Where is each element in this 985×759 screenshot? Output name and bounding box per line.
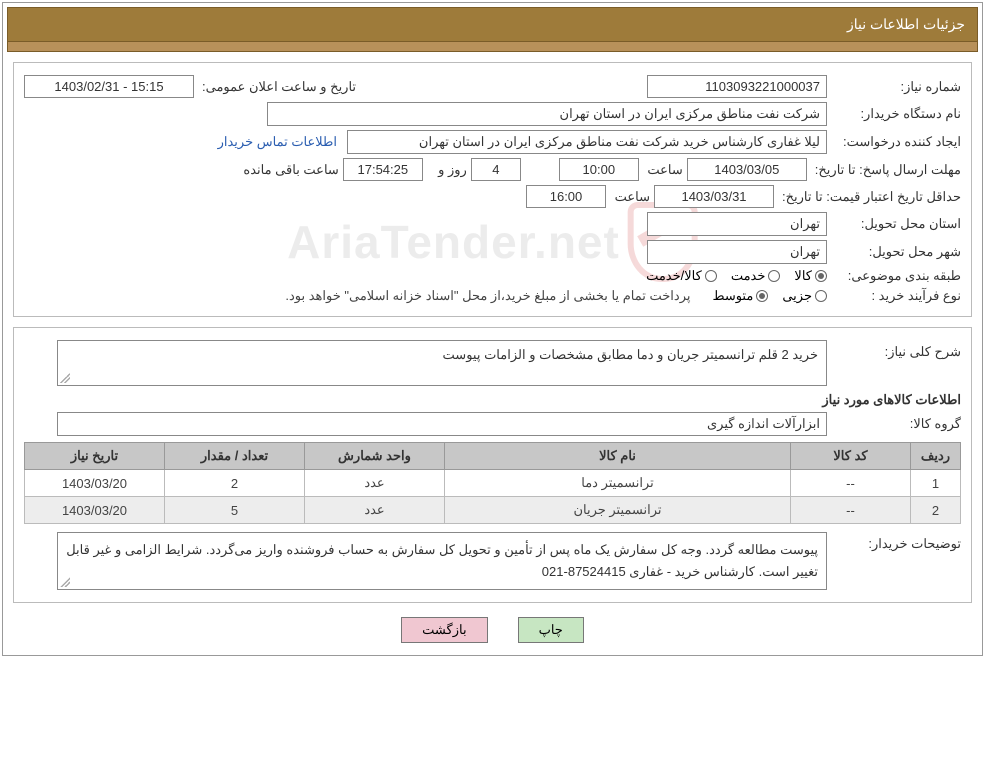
radio-goods-service[interactable]: کالا/خدمت <box>646 268 717 284</box>
table-header-row: ردیف کد کالا نام کالا واحد شمارش تعداد /… <box>25 443 961 470</box>
col-unit: واحد شمارش <box>305 443 445 470</box>
summary-text: خرید 2 قلم ترانسمیتر جریان و دما مطابق م… <box>443 347 818 362</box>
need-no-field: 1103093221000037 <box>647 75 827 98</box>
province-field: تهران <box>647 212 827 236</box>
page-title: جزئیات اطلاعات نیاز <box>847 16 965 32</box>
row-need-no: شماره نیاز: 1103093221000037 تاریخ و ساع… <box>24 75 961 98</box>
row-city: شهر محل تحویل: تهران <box>24 240 961 264</box>
deadline-label: مهلت ارسال پاسخ: تا تاریخ: <box>811 162 961 178</box>
validity-date-field: 1403/03/31 <box>654 185 774 208</box>
table-row: 1 -- ترانسمیتر دما عدد 2 1403/03/20 <box>25 470 961 497</box>
cell: ترانسمیتر دما <box>445 470 791 497</box>
group-label: گروه کالا: <box>831 416 961 432</box>
deadline-time-field: 10:00 <box>559 158 639 181</box>
process-label: نوع فرآیند خرید : <box>831 288 961 304</box>
hour-label-2: ساعت <box>610 189 650 205</box>
requester-label: ایجاد کننده درخواست: <box>831 134 961 150</box>
cell: 2 <box>911 497 961 524</box>
row-deadline: مهلت ارسال پاسخ: تا تاریخ: 1403/03/05 سا… <box>24 158 961 181</box>
radio-service[interactable]: خدمت <box>731 268 781 284</box>
radio-medium[interactable]: متوسط <box>712 288 768 304</box>
radio-icon <box>705 270 717 282</box>
deadline-date-field: 1403/03/05 <box>687 158 807 181</box>
buyer-org-label: نام دستگاه خریدار: <box>831 106 961 122</box>
radio-goods[interactable]: کالا <box>794 268 827 284</box>
cell: 2 <box>165 470 305 497</box>
requester-field: لیلا غفاری کارشناس خرید شرکت نفت مناطق م… <box>347 130 827 154</box>
table-row: 2 -- ترانسمیتر جریان عدد 5 1403/03/20 <box>25 497 961 524</box>
process-radios: جزیی متوسط <box>712 288 827 304</box>
group-field: ابزارآلات اندازه گیری <box>57 412 827 436</box>
col-qty: تعداد / مقدار <box>165 443 305 470</box>
cell: ترانسمیتر جریان <box>445 497 791 524</box>
radio-icon <box>768 270 780 282</box>
row-summary: شرح کلی نیاز: خرید 2 قلم ترانسمیتر جریان… <box>24 340 961 386</box>
detail-panel: شرح کلی نیاز: خرید 2 قلم ترانسمیتر جریان… <box>13 327 972 603</box>
items-table: ردیف کد کالا نام کالا واحد شمارش تعداد /… <box>24 442 961 524</box>
info-panel: شماره نیاز: 1103093221000037 تاریخ و ساع… <box>13 62 972 317</box>
summary-field: خرید 2 قلم ترانسمیتر جریان و دما مطابق م… <box>57 340 827 386</box>
validity-label: حداقل تاریخ اعتبار قیمت: تا تاریخ: <box>778 189 961 205</box>
row-requester: ایجاد کننده درخواست: لیلا غفاری کارشناس … <box>24 130 961 154</box>
radio-service-label: خدمت <box>731 268 766 284</box>
col-need-date: تاریخ نیاز <box>25 443 165 470</box>
back-button[interactable]: بازگشت <box>401 617 487 643</box>
cell: عدد <box>305 470 445 497</box>
button-row: چاپ بازگشت <box>7 617 978 643</box>
resize-handle-icon[interactable] <box>60 373 70 383</box>
row-buyer-org: نام دستگاه خریدار: شرکت نفت مناطق مرکزی … <box>24 102 961 126</box>
cell: -- <box>791 497 911 524</box>
need-no-label: شماره نیاز: <box>831 79 961 95</box>
items-heading: اطلاعات کالاهای مورد نیاز <box>24 392 961 408</box>
row-process: نوع فرآیند خرید : جزیی متوسط پرداخت تمام… <box>24 288 961 304</box>
time-remaining-field: 17:54:25 <box>343 158 423 181</box>
buyer-notes-field: پیوست مطالعه گردد. وجه کل سفارش یک ماه پ… <box>57 532 827 590</box>
cell: -- <box>791 470 911 497</box>
buyer-contact-link[interactable]: اطلاعات تماس خریدار <box>218 134 337 150</box>
buyer-org-field: شرکت نفت مناطق مرکزی ایران در استان تهرا… <box>267 102 827 126</box>
radio-medium-label: متوسط <box>712 288 753 304</box>
summary-label: شرح کلی نیاز: <box>831 340 961 360</box>
announce-label: تاریخ و ساعت اعلان عمومی: <box>198 79 356 95</box>
remaining-label: ساعت باقی مانده <box>239 162 338 178</box>
row-category: طبقه بندی موضوعی: کالا خدمت کالا/خدمت <box>24 268 961 284</box>
category-radios: کالا خدمت کالا/خدمت <box>646 268 827 284</box>
header-band <box>7 42 978 52</box>
app-frame: جزئیات اطلاعات نیاز AriaTender.net شماره… <box>2 2 983 656</box>
announce-field: 15:15 - 1403/02/31 <box>24 75 194 98</box>
page-header: جزئیات اطلاعات نیاز <box>7 7 978 42</box>
process-note: پرداخت تمام یا بخشی از مبلغ خرید،از محل … <box>285 288 690 304</box>
buyer-notes-label: توضیحات خریدار: <box>831 532 961 552</box>
row-validity: حداقل تاریخ اعتبار قیمت: تا تاریخ: 1403/… <box>24 185 961 208</box>
validity-time-field: 16:00 <box>526 185 606 208</box>
radio-minor-label: جزیی <box>782 288 812 304</box>
print-button[interactable]: چاپ <box>518 617 584 643</box>
province-label: استان محل تحویل: <box>831 216 961 232</box>
buyer-notes-text: پیوست مطالعه گردد. وجه کل سفارش یک ماه پ… <box>66 542 818 579</box>
city-label: شهر محل تحویل: <box>831 244 961 260</box>
row-group: گروه کالا: ابزارآلات اندازه گیری <box>24 412 961 436</box>
category-label: طبقه بندی موضوعی: <box>831 268 961 284</box>
hour-label-1: ساعت <box>643 162 683 178</box>
cell: 1403/03/20 <box>25 497 165 524</box>
days-remaining-field: 4 <box>471 158 521 181</box>
radio-goods-service-label: کالا/خدمت <box>646 268 702 284</box>
col-row-no: ردیف <box>911 443 961 470</box>
days-label: روز و <box>427 162 467 178</box>
radio-icon <box>756 290 768 302</box>
cell: عدد <box>305 497 445 524</box>
row-province: استان محل تحویل: تهران <box>24 212 961 236</box>
resize-handle-icon[interactable] <box>60 577 70 587</box>
radio-icon <box>815 290 827 302</box>
city-field: تهران <box>647 240 827 264</box>
col-item-name: نام کالا <box>445 443 791 470</box>
radio-icon <box>815 270 827 282</box>
col-item-code: کد کالا <box>791 443 911 470</box>
cell: 5 <box>165 497 305 524</box>
cell: 1403/03/20 <box>25 470 165 497</box>
radio-goods-label: کالا <box>794 268 812 284</box>
row-buyer-notes: توضیحات خریدار: پیوست مطالعه گردد. وجه ک… <box>24 532 961 590</box>
cell: 1 <box>911 470 961 497</box>
radio-minor[interactable]: جزیی <box>782 288 827 304</box>
